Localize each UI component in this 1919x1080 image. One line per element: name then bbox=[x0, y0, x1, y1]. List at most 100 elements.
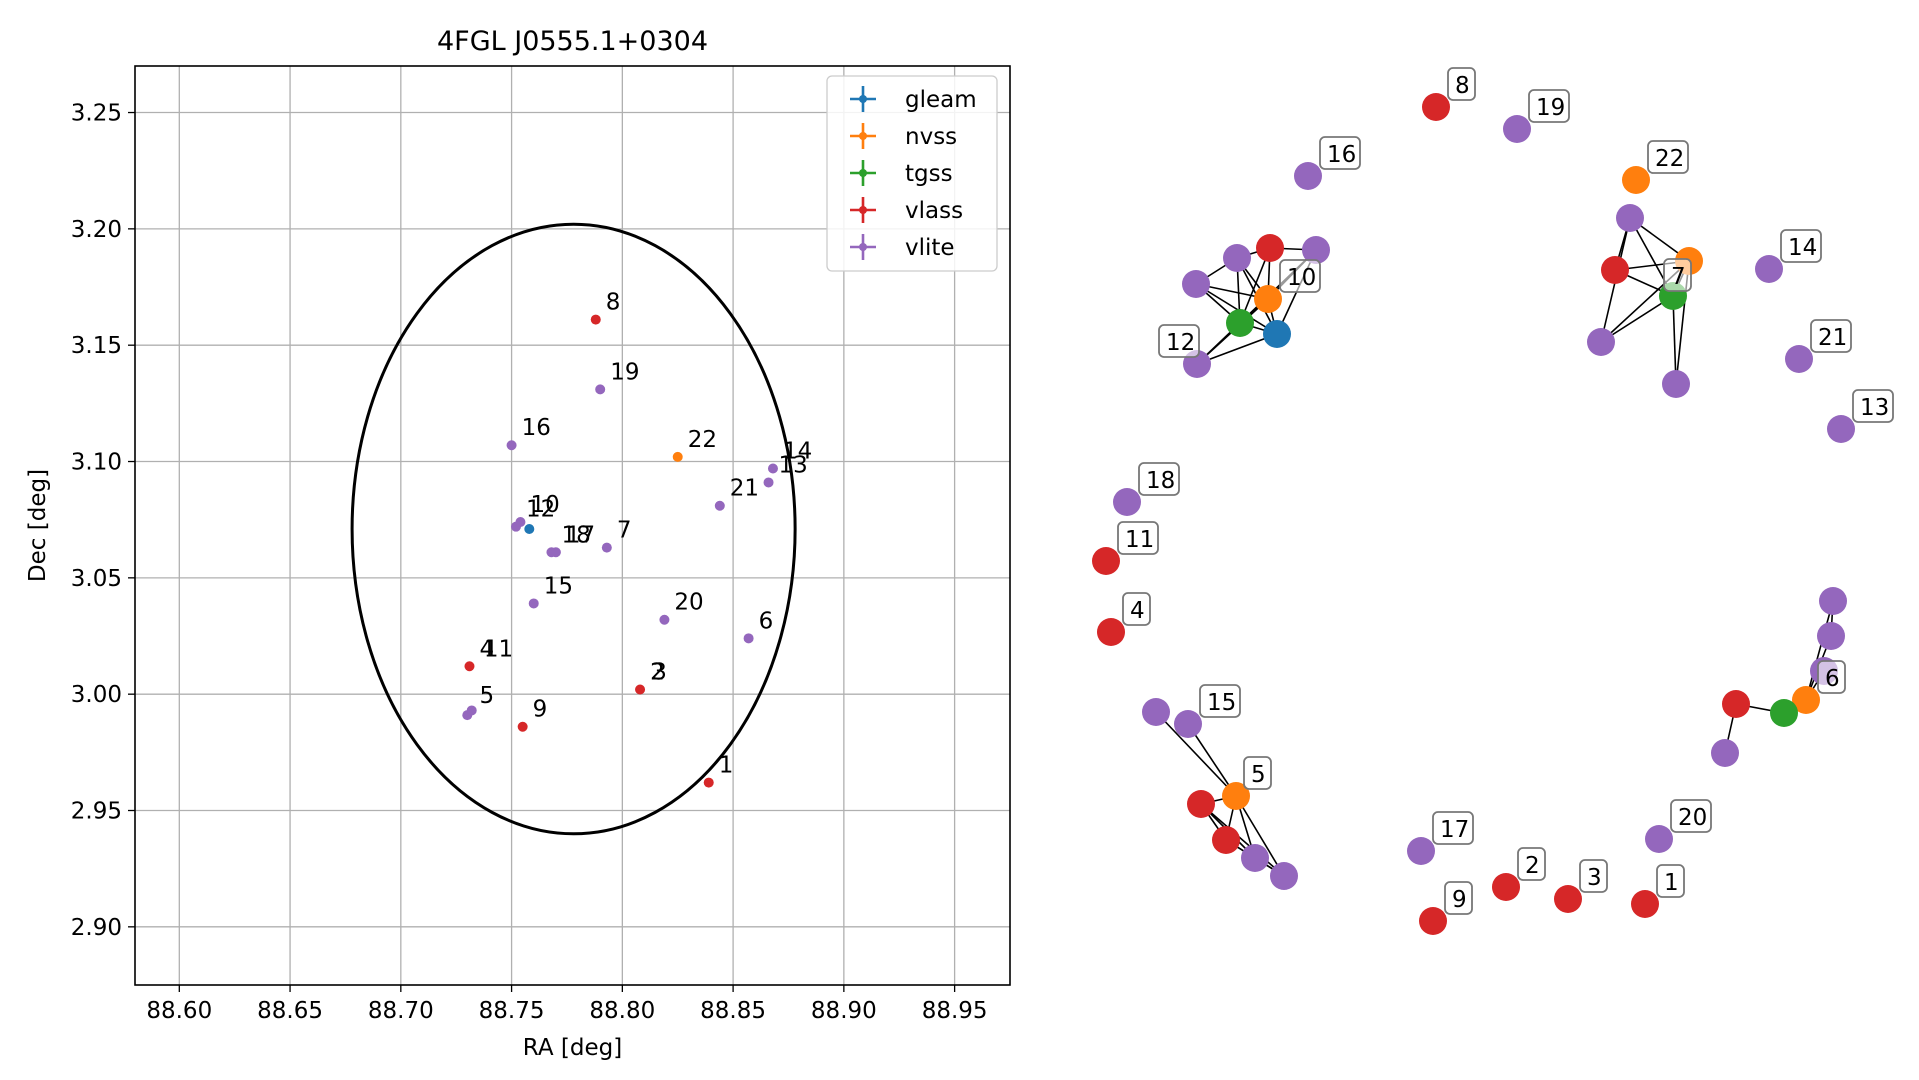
legend-dot-nvss bbox=[859, 132, 867, 140]
graph-node-nvss bbox=[1622, 166, 1650, 194]
node-label-frame bbox=[1117, 521, 1159, 555]
node-label-frame bbox=[1319, 136, 1361, 170]
data-point-vlass bbox=[635, 684, 646, 695]
point-label: 9 bbox=[533, 697, 548, 723]
graph-node-vlite bbox=[1142, 698, 1170, 726]
legend-label-vlass: vlass bbox=[905, 198, 963, 224]
graph-node-vlite bbox=[1827, 415, 1855, 443]
node-label-box: 16 bbox=[1319, 136, 1361, 170]
graph-node-vlite bbox=[1174, 710, 1202, 738]
chart-title: 4FGL J0555.1+0304 bbox=[437, 26, 708, 57]
y-axis-label: Dec [deg] bbox=[25, 469, 51, 582]
graph-node-vlass bbox=[1492, 873, 1520, 901]
node-label-frame bbox=[1432, 811, 1474, 845]
node-label-text: 13 bbox=[1860, 395, 1889, 421]
x-tick-label: 88.75 bbox=[479, 998, 545, 1024]
axes-frame bbox=[134, 65, 1011, 986]
legend-box bbox=[826, 75, 998, 272]
graph-node-vlite bbox=[1113, 488, 1141, 516]
node-label-box: 13 bbox=[1852, 389, 1894, 423]
legend-dot-tgss bbox=[859, 169, 867, 177]
data-point-vlite bbox=[515, 517, 526, 528]
graph-edge bbox=[1235, 795, 1285, 877]
node-label-text: 14 bbox=[1788, 235, 1817, 261]
node-label-frame bbox=[1663, 258, 1692, 292]
node-label-frame bbox=[1199, 684, 1241, 718]
point-label: 2 bbox=[650, 660, 665, 686]
node-label-box: 10 bbox=[1279, 259, 1321, 293]
node-label-frame bbox=[1647, 140, 1689, 174]
x-tick-label: 88.95 bbox=[922, 998, 988, 1024]
node-label-frame bbox=[1528, 89, 1570, 123]
graph-node-vlite bbox=[1270, 862, 1298, 890]
data-point-vlass bbox=[464, 661, 475, 672]
graph-node-nvss bbox=[1222, 782, 1250, 810]
graph-edge bbox=[1195, 283, 1278, 335]
graph-node-vlass bbox=[1601, 256, 1629, 284]
graph-edge bbox=[1672, 295, 1677, 385]
node-label-frame bbox=[1817, 660, 1846, 694]
graph-edge bbox=[1187, 723, 1237, 797]
y-tick-label: 3.10 bbox=[71, 450, 122, 476]
legend-dot-gleam bbox=[859, 95, 867, 103]
legend-dot-vlite bbox=[859, 243, 867, 251]
point-label: 19 bbox=[610, 359, 639, 385]
ellipse-layer bbox=[350, 222, 797, 836]
data-point-gleam bbox=[524, 523, 535, 534]
data-point-vlite bbox=[763, 477, 774, 488]
graph-node-vlass bbox=[1631, 890, 1659, 918]
data-point-vlite bbox=[601, 542, 612, 553]
node-label-text: 5 bbox=[1251, 762, 1266, 788]
y-axis-ticks: 2.90 2.95 3.00 3.05 3.10 3.15 3.20 3.25 bbox=[71, 101, 135, 941]
node-label-frame bbox=[1158, 324, 1200, 358]
node-label-box: 5 bbox=[1243, 756, 1272, 790]
node-label-frame bbox=[1579, 859, 1608, 893]
node-label-box: 12 bbox=[1158, 324, 1200, 358]
data-point-vlass bbox=[590, 314, 601, 325]
graph-node-nvss bbox=[1254, 285, 1282, 313]
legend: gleam nvss tgss vlass vlite bbox=[826, 75, 998, 272]
node-label-box: 20 bbox=[1670, 799, 1712, 833]
data-point-vlite bbox=[714, 500, 725, 511]
graph-edge bbox=[1155, 711, 1237, 797]
point-label: 20 bbox=[674, 590, 703, 616]
data-point-vlite bbox=[550, 547, 561, 558]
y-tick-label: 3.00 bbox=[71, 682, 122, 708]
graph-node-vlite bbox=[1587, 328, 1615, 356]
y-tick-label: 2.90 bbox=[71, 915, 122, 941]
y-tick-label: 3.20 bbox=[71, 217, 122, 243]
graph-node-tgss bbox=[1770, 699, 1798, 727]
graph-node-tgss bbox=[1226, 309, 1254, 337]
node-label-text: 6 bbox=[1825, 666, 1840, 692]
y-tick-label: 3.25 bbox=[71, 101, 122, 127]
graph-node-vlass bbox=[1419, 907, 1447, 935]
graph-node-vlite bbox=[1662, 370, 1690, 398]
node-label-text: 16 bbox=[1327, 142, 1356, 168]
node-label-text: 20 bbox=[1678, 805, 1707, 831]
point-label: 1 bbox=[719, 753, 734, 779]
x-tick-label: 88.85 bbox=[700, 998, 766, 1024]
point-label: 11 bbox=[484, 636, 513, 662]
point-label: 17 bbox=[566, 522, 595, 548]
y-tick-label: 3.15 bbox=[71, 333, 122, 359]
legend-label-vlite: vlite bbox=[905, 235, 955, 261]
legend-label-gleam: gleam bbox=[905, 87, 977, 113]
data-point-vlass bbox=[703, 777, 714, 788]
node-label-text: 7 bbox=[1671, 264, 1686, 290]
node-label-frame bbox=[1279, 259, 1321, 293]
point-label: 12 bbox=[526, 497, 555, 523]
graph-node-vlite bbox=[1645, 825, 1673, 853]
node-label-box: 7 bbox=[1663, 258, 1692, 292]
node-label-box: 4 bbox=[1122, 592, 1151, 626]
data-point-vlite bbox=[595, 384, 606, 395]
x-axis-ticks: 88.60 88.65 88.70 88.75 88.80 88.85 88.90 88.95 bbox=[146, 985, 988, 1024]
node-label-frame bbox=[1656, 864, 1685, 898]
x-tick-label: 88.65 bbox=[257, 998, 323, 1024]
legend-dot-vlass bbox=[859, 206, 867, 214]
node-label-text: 21 bbox=[1818, 325, 1847, 351]
graph-node-vlite bbox=[1785, 345, 1813, 373]
data-point-vlite bbox=[743, 633, 754, 644]
graph-edge bbox=[1200, 803, 1285, 877]
